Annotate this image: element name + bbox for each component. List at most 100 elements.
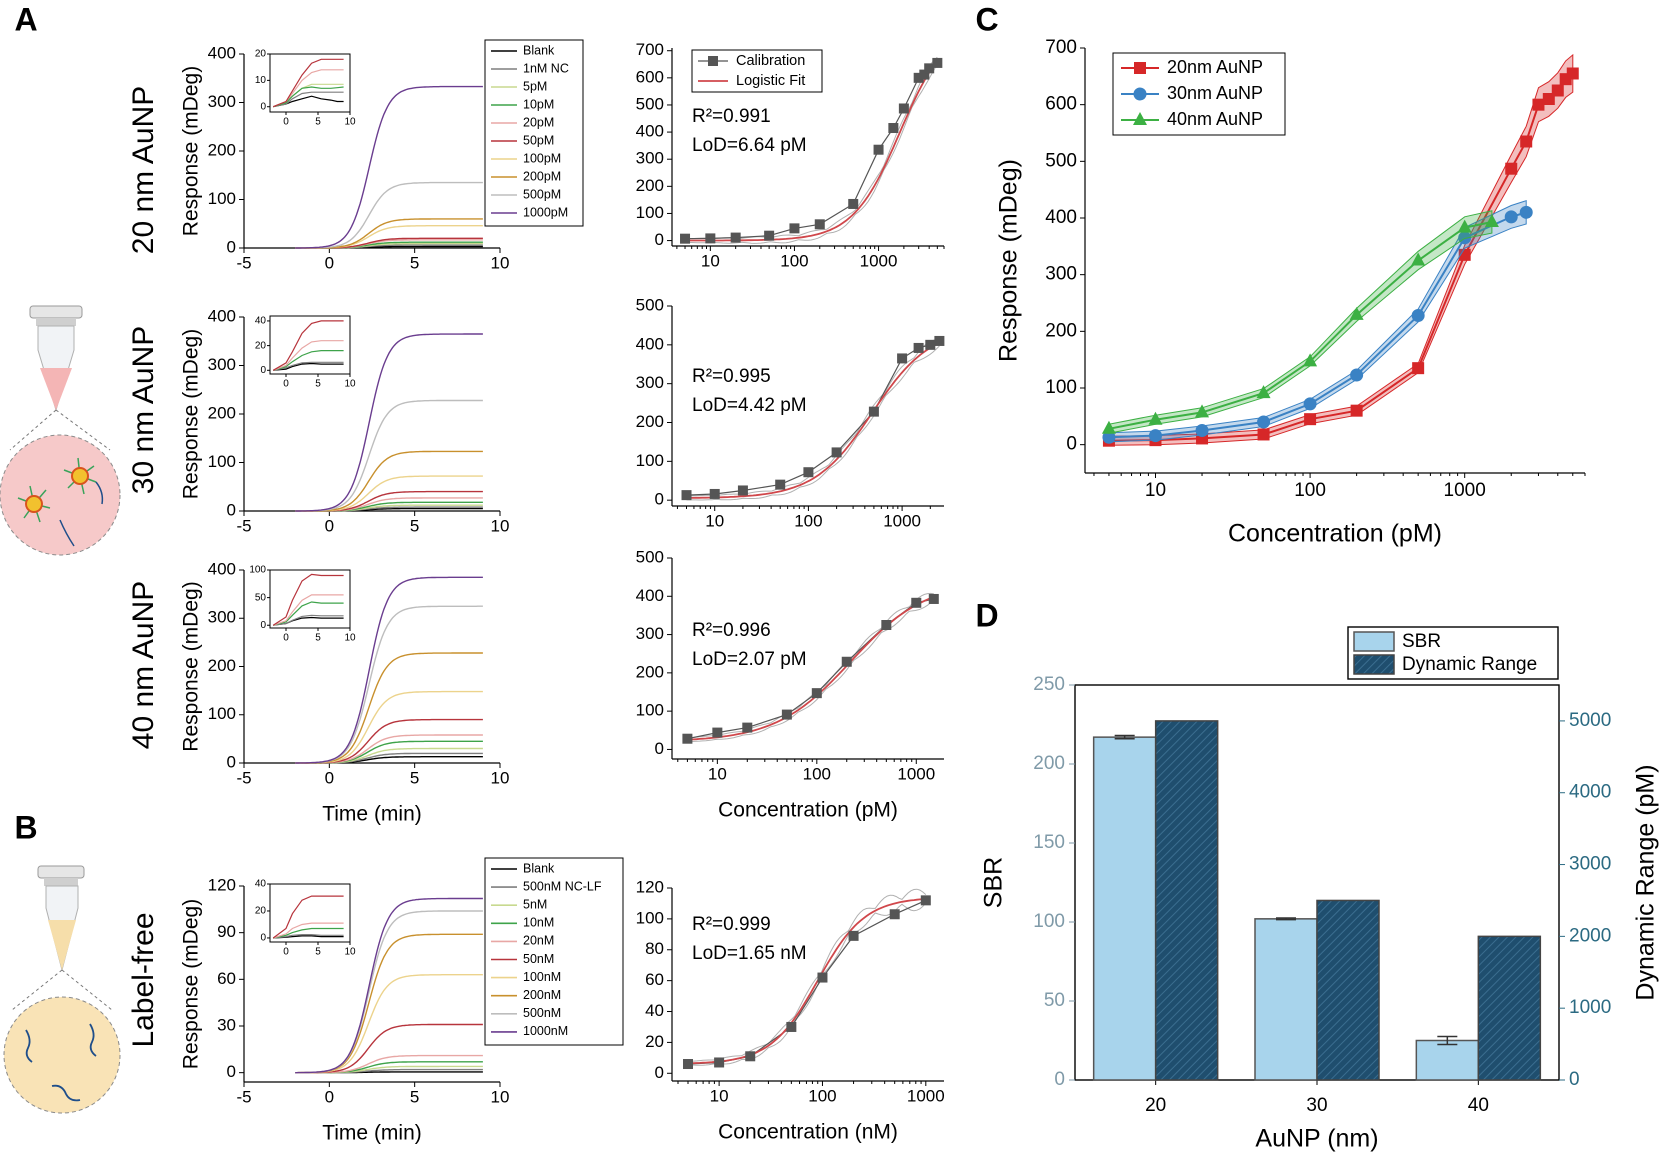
inset-series-line bbox=[273, 927, 344, 939]
data-point bbox=[1566, 67, 1579, 80]
data-point bbox=[789, 223, 800, 234]
x-tick-label: -5 bbox=[236, 769, 251, 788]
data-point bbox=[889, 909, 900, 920]
legend-label: 40nm AuNP bbox=[1167, 109, 1263, 129]
y-tick-label: 200 bbox=[636, 662, 664, 681]
data-point bbox=[924, 63, 935, 74]
concentration-comparison-chart: 10 100 1000 0 100 200 300 400 500 600 700 Concentra… bbox=[995, 37, 1586, 548]
y-tick-label: 50 bbox=[1044, 990, 1065, 1011]
data-point bbox=[841, 656, 852, 667]
inset-x-tick-label: 10 bbox=[344, 379, 356, 390]
series-line bbox=[295, 576, 483, 764]
bar-dynamic-range bbox=[1477, 935, 1542, 1081]
logistic-fit-line bbox=[686, 341, 940, 499]
data-point bbox=[1304, 413, 1317, 426]
data-point bbox=[1195, 424, 1209, 437]
x-tick-label: 10 bbox=[705, 512, 724, 531]
x-tick-label: 100 bbox=[803, 765, 831, 784]
inset-series-line bbox=[273, 86, 344, 108]
y-tick-label: 100 bbox=[636, 451, 664, 470]
x-tick-label: -5 bbox=[236, 254, 251, 273]
logistic-fit-line bbox=[687, 898, 926, 1065]
x-tick-label: 100 bbox=[780, 252, 808, 271]
inset-series-line bbox=[272, 320, 344, 371]
tube-auNP-illustration bbox=[0, 305, 121, 556]
data-point bbox=[1256, 385, 1271, 399]
data-point bbox=[737, 485, 748, 496]
data-point bbox=[1520, 135, 1533, 148]
x-tick-label: 30 bbox=[1306, 1095, 1327, 1116]
fit-annotation: R²=0.996 bbox=[692, 620, 771, 641]
inset-y-tick-label: 20 bbox=[255, 906, 267, 917]
y-axis-label: Response (mDeg) bbox=[180, 329, 203, 499]
legend: Calibration Logistic Fit bbox=[691, 49, 823, 93]
row-label: 40 nm AuNP bbox=[127, 581, 160, 749]
inset-y-tick-label: 20 bbox=[255, 340, 267, 351]
data-point bbox=[911, 597, 922, 608]
x-tick-label: 10 bbox=[491, 1088, 510, 1107]
y-tick-label: 300 bbox=[208, 92, 236, 111]
inset-series-line bbox=[273, 362, 344, 371]
x-tick-label: 1000 bbox=[897, 765, 935, 784]
y2-tick-label: 0 bbox=[1569, 1069, 1580, 1090]
series-line bbox=[295, 652, 483, 764]
data-point bbox=[868, 406, 879, 417]
y-tick-label: 100 bbox=[208, 452, 236, 471]
legend-label: 20nM bbox=[523, 934, 554, 948]
inset-y-tick-label: 0 bbox=[260, 101, 266, 112]
bar-dynamic-range bbox=[1154, 720, 1219, 1081]
inset-x-tick-label: 10 bbox=[344, 947, 356, 958]
series-2 bbox=[1101, 210, 1499, 434]
y-tick-label: 200 bbox=[208, 140, 236, 159]
bar-sbr bbox=[1092, 736, 1157, 1081]
calibration-chart-calLF: 10 100 1000 0 20 40 60 80 100 120 Concentration (n… bbox=[636, 877, 945, 1143]
data-point bbox=[928, 593, 939, 604]
y-tick-label: 200 bbox=[208, 403, 236, 422]
data-point bbox=[848, 930, 859, 941]
legend-marker bbox=[1133, 112, 1147, 125]
data-point bbox=[913, 72, 924, 83]
series-line bbox=[295, 181, 483, 249]
series-line bbox=[295, 747, 483, 764]
inset-chart: 0 5 10 0 20 40 bbox=[255, 315, 356, 390]
inset-y-tick-label: 100 bbox=[249, 565, 266, 576]
inset-series-line bbox=[273, 935, 344, 939]
inset-series-line bbox=[273, 601, 344, 626]
y-tick-label: 400 bbox=[636, 586, 664, 605]
fit-annotation: R²=0.999 bbox=[692, 914, 771, 935]
y-tick-label: 40 bbox=[645, 1001, 664, 1020]
data-point bbox=[888, 123, 899, 134]
series-line bbox=[295, 399, 483, 512]
y-tick-label: 200 bbox=[208, 656, 236, 675]
data-point bbox=[1148, 429, 1162, 443]
y-tick-label: 200 bbox=[636, 412, 664, 431]
y-tick-label: 400 bbox=[208, 306, 236, 325]
y-tick-label: 300 bbox=[208, 355, 236, 374]
legend-label: 500pM bbox=[523, 187, 561, 201]
data-point bbox=[680, 233, 691, 244]
inset-y-tick-label: 50 bbox=[255, 592, 267, 603]
confidence-band-upper bbox=[687, 592, 934, 739]
data-point bbox=[932, 57, 943, 68]
confidence-band-upper bbox=[687, 888, 927, 1062]
legend-label: 10pM bbox=[523, 97, 554, 111]
inset-chart: 0 5 10 0 20 40 bbox=[255, 879, 356, 958]
y-tick-label: 600 bbox=[1045, 94, 1077, 115]
inset-y-tick-label: 20 bbox=[255, 49, 267, 60]
y-tick-label: 100 bbox=[1033, 911, 1065, 932]
x-axis-label: AuNP (nm) bbox=[1255, 1125, 1378, 1153]
series-line bbox=[295, 690, 483, 764]
x-tick-label: 5 bbox=[410, 1088, 419, 1107]
inset-y-tick-label: 0 bbox=[260, 365, 266, 376]
x-tick-label: 100 bbox=[808, 1087, 836, 1106]
data-point bbox=[1257, 428, 1270, 441]
inset-y-tick-label: 0 bbox=[260, 933, 266, 944]
x-tick-label: 0 bbox=[325, 769, 334, 788]
y-tick-label: 200 bbox=[636, 176, 664, 195]
data-point bbox=[705, 233, 716, 244]
inset-series-line bbox=[273, 361, 344, 371]
x-tick-label: 10 bbox=[491, 254, 510, 273]
